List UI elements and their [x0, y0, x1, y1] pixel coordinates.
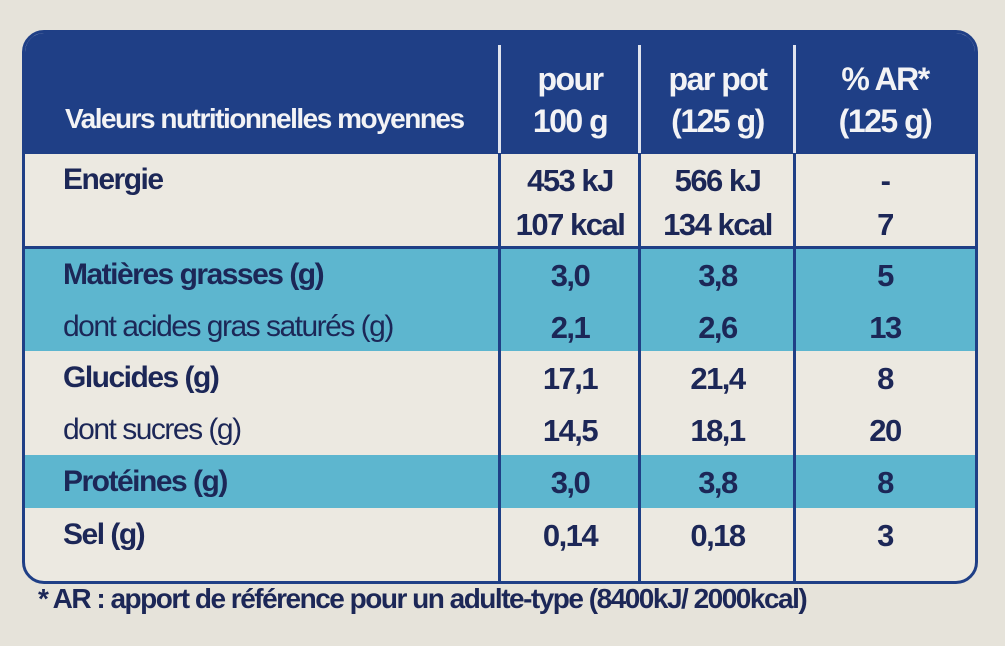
nutrition-table: Valeurs nutritionnelles moyennes pour 100 … [22, 30, 978, 584]
row-label: Protéines (g) [63, 465, 228, 498]
footnote: * AR : apport de référence pour un adult… [38, 583, 808, 614]
cell-value: 8 [877, 361, 894, 396]
cell-value: 3,0 [550, 258, 591, 293]
cell-value: 7 [877, 207, 894, 242]
cell-value: 0,14 [542, 518, 599, 553]
column-divider [498, 153, 501, 581]
cell-value: 14,5 [542, 413, 599, 448]
cell-value: 2,1 [550, 310, 591, 345]
header-cell: 100 g [532, 103, 609, 139]
row-label: Sel (g) [63, 518, 146, 551]
cell-value: 107 kcal [515, 207, 626, 242]
cell-value: 20 [869, 413, 902, 448]
cell-value: 5 [877, 258, 894, 293]
header-cell: % AR* [841, 61, 930, 97]
cell-value: 21,4 [690, 361, 746, 396]
column-divider [638, 45, 641, 153]
cell-value: 13 [869, 310, 902, 345]
column-divider [793, 45, 796, 153]
header-cell: par pot [668, 61, 768, 97]
cell-value: 8 [877, 465, 894, 500]
row-label: dont sucres (g) [63, 413, 242, 446]
cell-value: 566 kJ [674, 163, 762, 198]
column-divider [498, 45, 501, 153]
header-cell: Valeurs nutritionnelles moyennes [65, 103, 465, 134]
row-label: Glucides (g) [63, 361, 220, 394]
column-divider [793, 153, 796, 581]
cell-value: - [880, 163, 891, 198]
cell-value: 2,6 [698, 310, 738, 345]
cell-value: 3 [877, 518, 894, 553]
cell-value: 3,8 [698, 465, 738, 500]
header-cell: pour [537, 61, 604, 97]
column-divider [638, 153, 641, 581]
cell-value: 0,18 [690, 518, 746, 553]
cell-value: 18,1 [690, 413, 746, 448]
cell-value: 17,1 [542, 361, 599, 396]
row-label: dont acides gras saturés (g) [63, 310, 394, 343]
header-cell: (125 g) [671, 103, 765, 139]
cell-value: 3,8 [698, 258, 738, 293]
header-cell: (125 g) [838, 103, 933, 139]
cell-value: 3,0 [550, 465, 591, 500]
row-label: Energie [63, 163, 164, 196]
row-label: Matières grasses (g) [63, 258, 325, 291]
cell-value: 134 kcal [663, 207, 773, 242]
cell-value: 453 kJ [527, 163, 614, 198]
